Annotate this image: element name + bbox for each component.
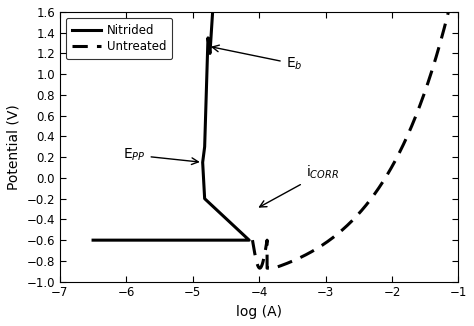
Untreated bbox=[264, 266, 270, 270]
Nitrided bbox=[126, 238, 132, 242]
Nitrided bbox=[202, 123, 208, 126]
Nitrided bbox=[201, 156, 206, 159]
Text: E$_{PP}$: E$_{PP}$ bbox=[123, 147, 198, 165]
Untreated bbox=[266, 266, 272, 270]
Legend: Nitrided, Untreated: Nitrided, Untreated bbox=[66, 18, 173, 59]
Untreated bbox=[299, 255, 305, 259]
Y-axis label: Potential (V): Potential (V) bbox=[7, 104, 21, 190]
Nitrided bbox=[201, 170, 206, 174]
Untreated bbox=[310, 249, 315, 253]
Line: Nitrided: Nitrided bbox=[93, 12, 249, 240]
Untreated bbox=[435, 51, 440, 55]
Untreated bbox=[328, 237, 334, 241]
Nitrided bbox=[210, 10, 216, 14]
Untreated bbox=[306, 251, 311, 255]
Line: Untreated: Untreated bbox=[253, 12, 448, 268]
Untreated bbox=[446, 10, 451, 14]
Untreated bbox=[250, 238, 255, 242]
Text: i$_{CORR}$: i$_{CORR}$ bbox=[260, 164, 338, 207]
X-axis label: log (A): log (A) bbox=[236, 305, 282, 319]
Nitrided bbox=[204, 78, 210, 82]
Nitrided bbox=[202, 142, 208, 146]
Text: E$_b$: E$_b$ bbox=[212, 45, 302, 72]
Nitrided bbox=[90, 238, 96, 242]
